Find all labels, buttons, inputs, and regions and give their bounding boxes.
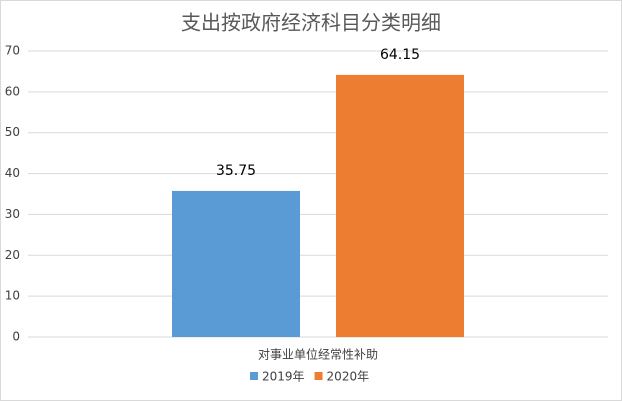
legend-label: 2020年 (327, 370, 370, 384)
y-tick-label: 0 (12, 330, 20, 344)
chart-title: 支出按政府经济科目分类明细 (181, 11, 441, 35)
bar (172, 190, 300, 337)
bar (336, 74, 464, 337)
y-tick-label: 30 (5, 207, 20, 221)
y-tick-label: 70 (5, 44, 20, 58)
data-label: 35.75 (216, 163, 256, 179)
y-tick-label: 40 (5, 166, 20, 180)
legend-swatch (250, 372, 258, 380)
legend-swatch (314, 372, 323, 380)
y-tick-label: 10 (5, 289, 20, 303)
x-tick-label: 对事业单位经常性补助 (258, 347, 378, 362)
y-tick-label: 50 (5, 125, 20, 139)
legend-label: 2019年 (262, 370, 305, 384)
y-tick-label: 20 (5, 248, 20, 262)
y-tick-label: 60 (5, 84, 20, 98)
data-label: 64.15 (380, 47, 420, 63)
